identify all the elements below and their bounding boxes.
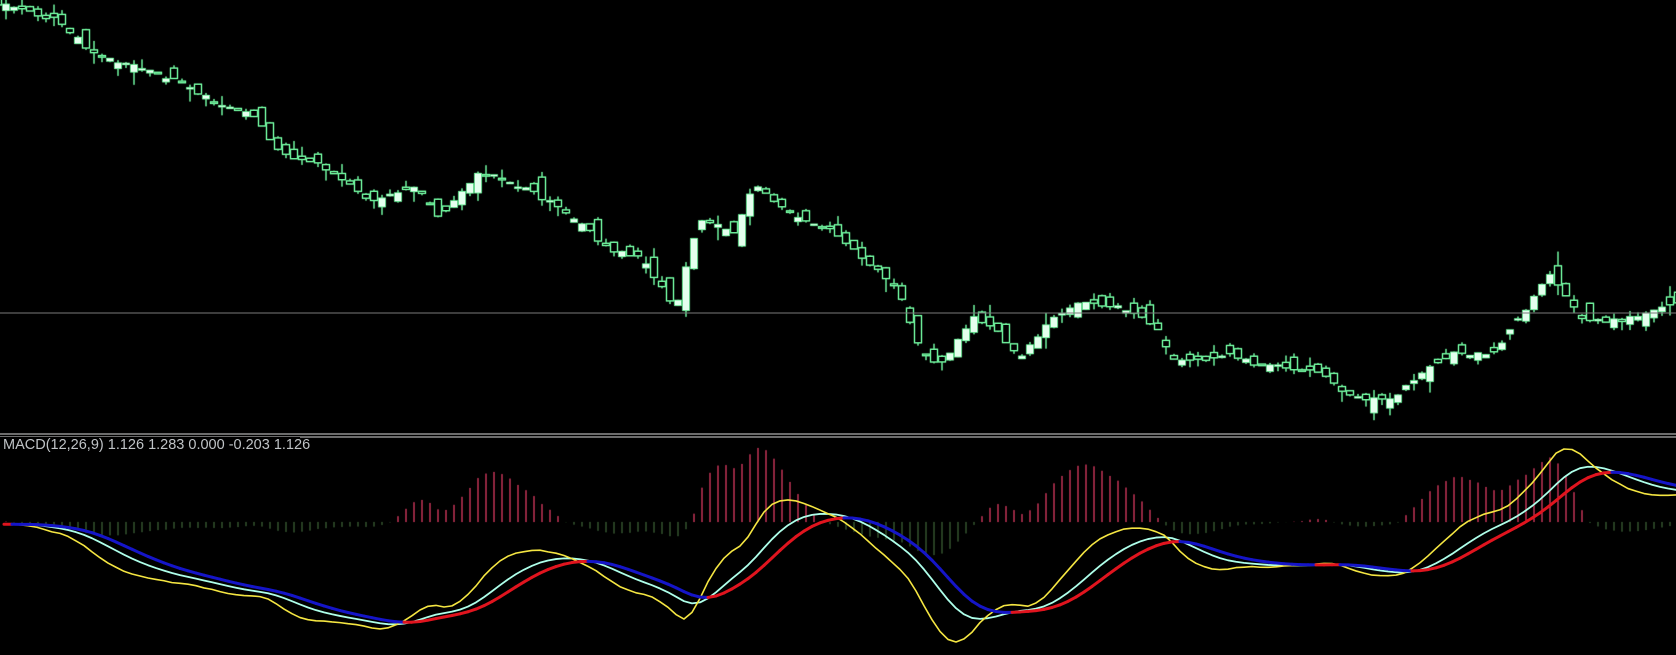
svg-text:MACD(12,26,9) 1.126 1.283 0.00: MACD(12,26,9) 1.126 1.283 0.000 -0.203 1… [3, 437, 310, 453]
